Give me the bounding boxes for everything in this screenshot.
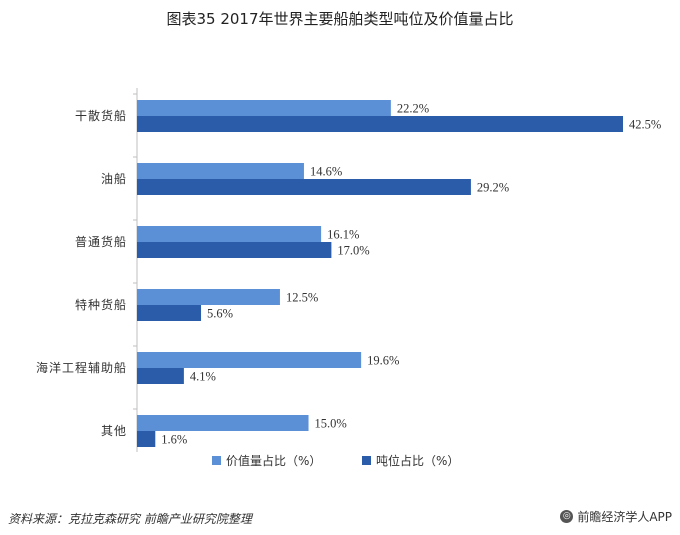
legend-swatch: [362, 456, 371, 465]
data-label: 15.0%: [315, 417, 347, 431]
bar: [137, 163, 304, 179]
bar-layer: 22.2% 42.5% 14.6% 29.2% 16.1% 17.0% 12.5% 5.6% 1…: [137, 100, 661, 447]
data-label: 1.6%: [161, 433, 187, 447]
data-label: 29.2%: [477, 181, 509, 195]
category-label: 其他: [101, 424, 127, 438]
qianzhan-logo-icon: ◎: [560, 510, 574, 523]
data-label: 14.6%: [310, 165, 342, 179]
data-label: 17.0%: [337, 244, 369, 258]
category-label: 干散货船: [75, 108, 127, 123]
legend-label: 价值量占比（%）: [226, 453, 321, 468]
bar: [137, 179, 471, 195]
bar: [137, 431, 156, 447]
data-label: 4.1%: [190, 370, 216, 384]
bar: [137, 100, 391, 116]
bar: [137, 305, 202, 321]
legend-swatch: [212, 456, 221, 465]
legend-label: 吨位占比（%）: [376, 453, 459, 468]
data-label: 5.6%: [207, 307, 233, 321]
source-note: 资料来源：克拉克森研究 前瞻产业研究院整理: [8, 512, 252, 526]
bar: [137, 242, 332, 258]
category-label: 海洋工程辅助船: [36, 360, 127, 375]
bar: [137, 226, 322, 242]
bar: [137, 289, 280, 305]
bar: [137, 368, 184, 384]
brand: ◎ 前瞻经济学人APP: [560, 508, 672, 525]
bar: [137, 116, 623, 132]
data-label: 12.5%: [286, 291, 318, 305]
brand-label: 前瞻经济学人APP: [577, 510, 672, 524]
bar: [137, 415, 309, 431]
category-label: 油船: [101, 172, 127, 186]
legend: 价值量占比（%） 吨位占比（%）: [212, 453, 459, 468]
category-label: 普通货船: [75, 234, 127, 249]
data-label: 16.1%: [327, 228, 359, 242]
category-label: 特种货船: [75, 297, 127, 312]
data-label: 22.2%: [397, 102, 429, 116]
data-label: 42.5%: [629, 118, 661, 132]
bar: [137, 352, 362, 368]
chart-title: 图表35 2017年世界主要船舶类型吨位及价值量占比: [166, 10, 514, 28]
data-label: 19.6%: [367, 354, 399, 368]
